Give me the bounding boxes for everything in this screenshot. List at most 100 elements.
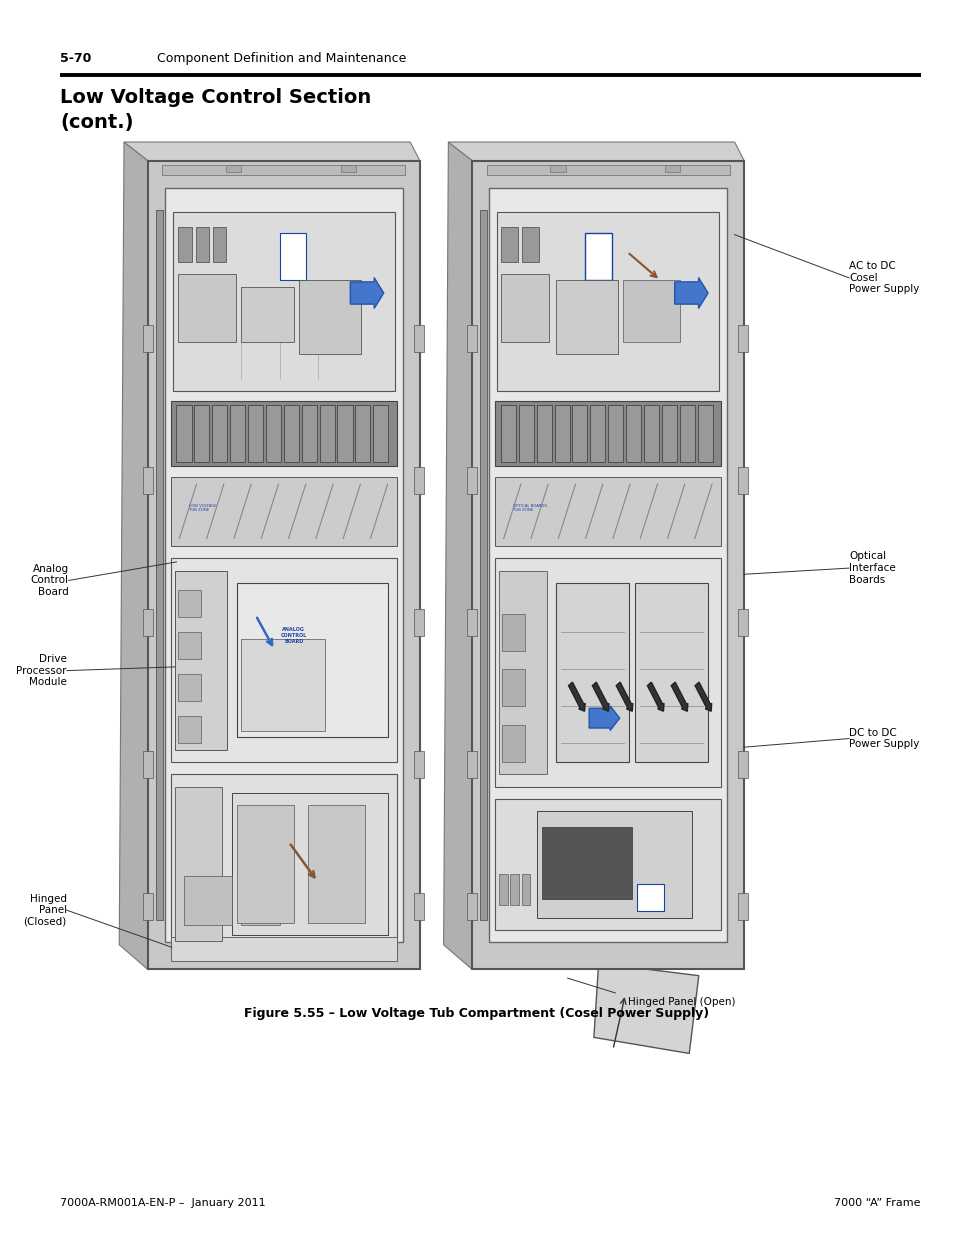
Bar [572, 405, 587, 462]
Bar [301, 405, 316, 462]
Bar [162, 165, 405, 175]
Bar [178, 274, 235, 342]
Bar [537, 811, 691, 918]
Bar [536, 405, 551, 462]
Bar [541, 827, 632, 899]
Bar [178, 632, 201, 659]
Text: 5-70: 5-70 [60, 52, 91, 65]
Bar [664, 165, 679, 172]
Bar [501, 725, 524, 762]
Bar [143, 609, 152, 636]
Bar [178, 716, 201, 743]
Bar [643, 405, 659, 462]
FancyArrow shape [674, 278, 707, 309]
Bar [230, 405, 245, 462]
Bar [171, 401, 396, 466]
Bar [521, 874, 530, 905]
Bar [226, 165, 241, 172]
Bar [500, 274, 548, 342]
Bar [635, 583, 707, 762]
Bar [486, 165, 729, 175]
Bar [283, 405, 298, 462]
Bar [213, 227, 226, 262]
Bar [241, 287, 294, 342]
Bar [661, 405, 677, 462]
FancyArrow shape [671, 682, 687, 711]
FancyArrow shape [350, 278, 383, 309]
Bar [467, 751, 476, 778]
Bar [500, 405, 516, 462]
Bar [625, 405, 640, 462]
Bar [279, 233, 306, 280]
Bar [554, 405, 569, 462]
Bar [414, 325, 423, 352]
Text: 7000 “A” Frame: 7000 “A” Frame [833, 1198, 920, 1208]
Text: ANALOG
CONTROL
BOARD: ANALOG CONTROL BOARD [280, 627, 307, 643]
Polygon shape [124, 142, 419, 161]
Text: Low Voltage Control Section: Low Voltage Control Section [60, 89, 371, 107]
Text: OPTICAL BOARDS
TUB ZONE: OPTICAL BOARDS TUB ZONE [513, 504, 547, 513]
Bar [501, 614, 524, 651]
Bar [355, 405, 370, 462]
FancyArrow shape [616, 682, 632, 711]
Bar [697, 405, 712, 462]
Bar [194, 405, 209, 462]
Bar [467, 467, 476, 494]
Text: AC to DC
Cosel
Power Supply: AC to DC Cosel Power Supply [848, 262, 919, 294]
Bar [174, 571, 227, 750]
Bar [495, 558, 720, 787]
FancyArrow shape [695, 682, 711, 711]
Bar [738, 467, 747, 494]
Bar [467, 325, 476, 352]
Polygon shape [448, 142, 743, 161]
Text: 7000A-RM001A-EN-P –  January 2011: 7000A-RM001A-EN-P – January 2011 [60, 1198, 266, 1208]
Bar [498, 874, 507, 905]
Bar [495, 799, 720, 930]
Text: Figure 5.55 – Low Voltage Tub Compartment (Cosel Power Supply): Figure 5.55 – Low Voltage Tub Compartmen… [244, 1007, 709, 1020]
Bar [143, 467, 152, 494]
Text: Optical
Interface
Boards: Optical Interface Boards [848, 552, 895, 584]
Bar [241, 640, 324, 731]
Bar [236, 805, 294, 923]
Bar [174, 787, 222, 941]
Bar [472, 161, 743, 969]
Bar [148, 161, 419, 969]
Bar [738, 893, 747, 920]
Bar [467, 893, 476, 920]
Bar [479, 210, 487, 920]
Bar [622, 280, 679, 342]
Bar [497, 212, 719, 391]
Bar [607, 405, 622, 462]
FancyArrow shape [647, 682, 663, 711]
Bar [556, 583, 628, 762]
Bar [414, 893, 423, 920]
Bar [155, 210, 163, 920]
Bar [232, 793, 388, 935]
Bar [248, 405, 263, 462]
Bar [319, 405, 335, 462]
Bar [212, 405, 227, 462]
Polygon shape [593, 963, 698, 1053]
Bar [195, 227, 209, 262]
Bar [498, 571, 546, 774]
Bar [266, 405, 280, 462]
Bar [489, 188, 726, 942]
Bar [373, 405, 388, 462]
Bar [590, 405, 605, 462]
Bar [176, 405, 192, 462]
Bar [143, 751, 152, 778]
Bar [143, 893, 152, 920]
Text: LOW VOLTAGE
TUB ZONE: LOW VOLTAGE TUB ZONE [189, 504, 216, 513]
Bar [340, 165, 355, 172]
Bar [414, 467, 423, 494]
Bar [184, 876, 232, 925]
Bar [521, 227, 538, 262]
Bar [738, 325, 747, 352]
Bar [738, 751, 747, 778]
FancyArrow shape [589, 705, 619, 730]
Bar [241, 882, 279, 925]
Bar [171, 477, 396, 546]
FancyArrow shape [568, 682, 584, 711]
Text: Drive
Processor
Module: Drive Processor Module [16, 655, 67, 687]
Bar [165, 188, 402, 942]
